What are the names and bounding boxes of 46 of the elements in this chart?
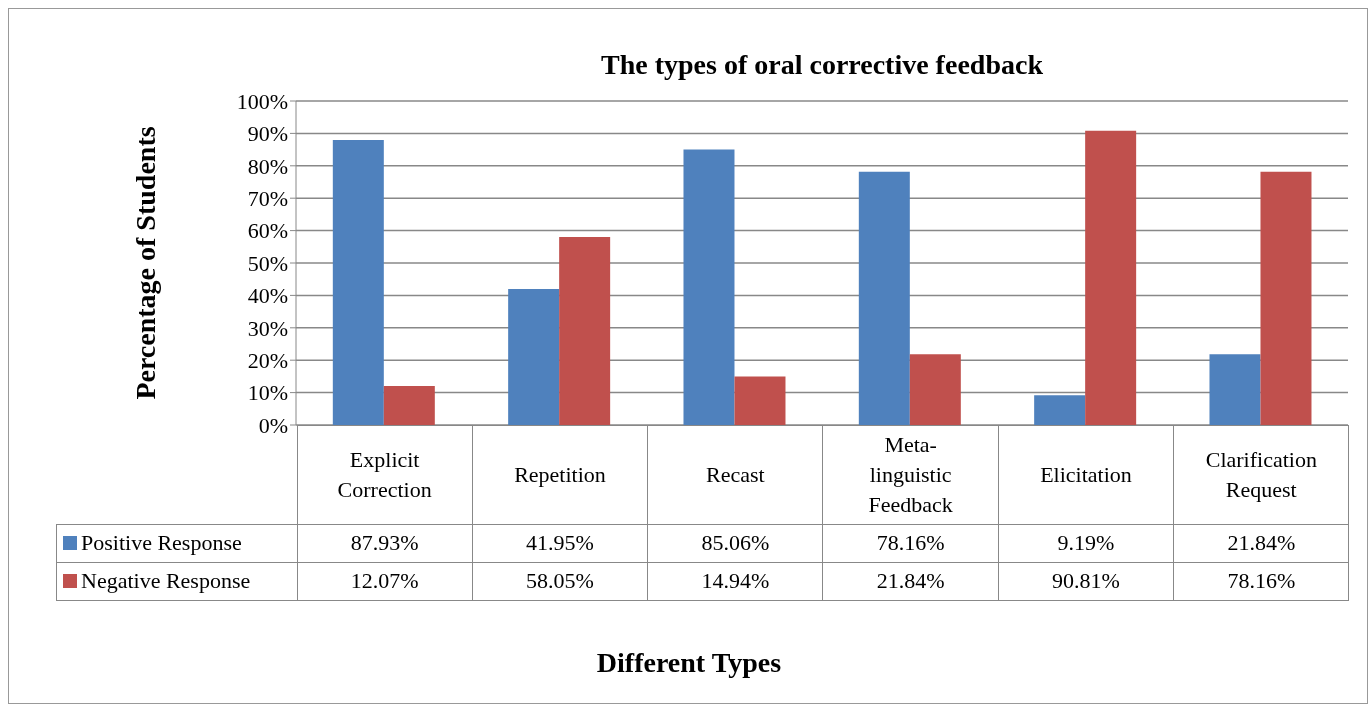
y-axis-title: Percentage of Students bbox=[130, 126, 162, 400]
y-tick-label: 90% bbox=[247, 121, 288, 147]
legend-label: Negative Response bbox=[56, 562, 297, 600]
bar bbox=[1085, 130, 1137, 425]
data-label: 87.93% bbox=[297, 524, 473, 562]
x-tick-label: Repetition bbox=[513, 460, 607, 489]
bar bbox=[683, 149, 735, 425]
bar bbox=[332, 140, 384, 425]
bar bbox=[1260, 171, 1312, 425]
y-tick-label: 50% bbox=[247, 250, 288, 276]
y-tick-label: 0% bbox=[258, 412, 288, 438]
data-label: 78.16% bbox=[822, 524, 999, 562]
bar bbox=[734, 376, 786, 425]
y-tick-label: 70% bbox=[247, 186, 288, 212]
bar bbox=[1209, 354, 1261, 425]
data-label: 9.19% bbox=[998, 524, 1174, 562]
data-label: 85.06% bbox=[647, 524, 823, 562]
x-tick-label: Elicitation bbox=[1039, 460, 1133, 489]
data-label: 21.84% bbox=[822, 562, 999, 600]
x-tick-label: Recast bbox=[705, 460, 766, 489]
y-tick-label: 30% bbox=[247, 315, 288, 341]
data-label: 78.16% bbox=[1173, 562, 1349, 600]
bar bbox=[508, 289, 560, 425]
bar bbox=[1034, 395, 1086, 425]
y-tick-label: 100% bbox=[236, 88, 288, 114]
x-tick-label: Clarification Request bbox=[1204, 445, 1318, 504]
y-tick-label: 20% bbox=[247, 348, 288, 374]
bar bbox=[383, 385, 435, 425]
data-label: 14.94% bbox=[647, 562, 823, 600]
data-label: 41.95% bbox=[472, 524, 648, 562]
x-tick-label: Meta-linguistic Feedback bbox=[867, 430, 954, 519]
y-tick-label: 10% bbox=[247, 380, 288, 406]
bar bbox=[909, 354, 961, 425]
chart-title: The types of oral corrective feedback bbox=[600, 49, 1044, 81]
legend-label: Positive Response bbox=[56, 524, 297, 562]
y-tick-label: 80% bbox=[247, 153, 288, 179]
x-tick-label: Explicit Correction bbox=[336, 445, 433, 504]
bar bbox=[858, 171, 910, 425]
data-label: 21.84% bbox=[1173, 524, 1349, 562]
bar bbox=[559, 236, 611, 425]
data-label: 58.05% bbox=[472, 562, 648, 600]
data-label: 90.81% bbox=[998, 562, 1174, 600]
y-tick-label: 60% bbox=[247, 218, 288, 244]
text: Different Types bbox=[595, 647, 783, 679]
y-tick-label: 40% bbox=[247, 283, 288, 309]
data-label: 12.07% bbox=[297, 562, 473, 600]
